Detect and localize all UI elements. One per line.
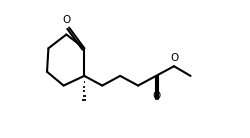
Text: O: O bbox=[170, 54, 179, 63]
Text: O: O bbox=[62, 15, 70, 25]
Text: O: O bbox=[152, 91, 160, 101]
